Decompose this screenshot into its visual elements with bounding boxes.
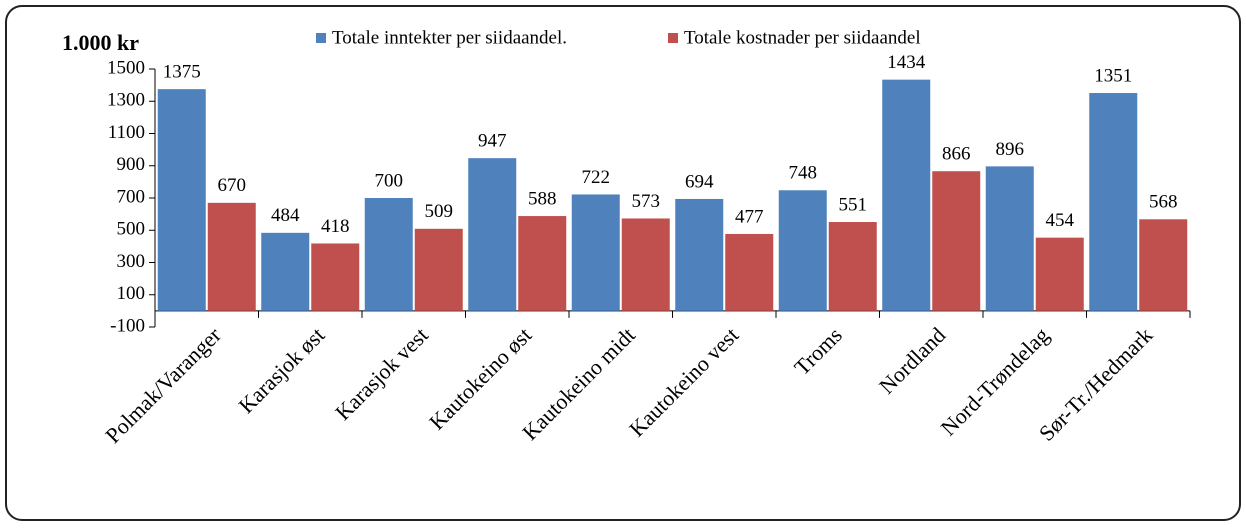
value-label: 454	[1046, 210, 1075, 231]
bar	[675, 198, 724, 311]
y-tick-label: 100	[117, 283, 146, 304]
value-label: 1351	[1094, 65, 1132, 86]
value-label: 694	[685, 171, 714, 192]
y-tick-label: 900	[117, 154, 146, 175]
value-label: 700	[375, 170, 404, 191]
value-label: 568	[1149, 192, 1178, 213]
y-tick-label: 1500	[107, 57, 145, 78]
bar	[725, 233, 774, 311]
bar	[985, 166, 1034, 311]
legend-swatch	[668, 33, 678, 43]
bar	[932, 171, 981, 311]
y-tick-label: -100	[110, 315, 145, 336]
y-tick-label: 300	[117, 251, 146, 272]
bar	[882, 79, 931, 311]
bar	[518, 216, 567, 311]
value-label: 573	[632, 191, 661, 212]
bar	[1035, 237, 1084, 311]
legend-label: Totale inntekter per siidaandel.	[332, 27, 567, 48]
value-label: 1434	[887, 52, 926, 73]
bar	[261, 232, 310, 311]
legend-label: Totale kostnader per siidaandel	[684, 27, 921, 48]
value-label: 722	[582, 167, 611, 188]
value-label: 947	[478, 131, 507, 152]
value-label: 896	[996, 139, 1025, 160]
value-label: 551	[839, 194, 868, 215]
value-label: 1375	[163, 62, 201, 83]
value-label: 748	[789, 163, 818, 184]
bar	[621, 218, 670, 311]
bar	[828, 222, 877, 311]
y-tick-label: 500	[117, 219, 146, 240]
value-label: 477	[735, 206, 764, 227]
y-axis-label: 1.000 kr	[62, 30, 139, 55]
value-label: 509	[425, 201, 454, 222]
bar	[778, 190, 827, 311]
value-label: 588	[528, 188, 557, 209]
bar	[157, 89, 206, 311]
bar	[1139, 219, 1188, 311]
y-tick-label: 1300	[107, 90, 145, 111]
bar	[414, 228, 463, 311]
value-label: 866	[942, 144, 971, 165]
bar	[1089, 93, 1138, 311]
bar	[571, 194, 620, 311]
value-label: 418	[321, 216, 350, 237]
bar	[311, 243, 360, 311]
y-tick-label: 1100	[108, 122, 145, 143]
value-label: 670	[218, 175, 247, 196]
y-tick-label: 700	[117, 186, 146, 207]
value-label: 484	[271, 205, 300, 226]
bar	[364, 198, 413, 311]
bar	[207, 202, 256, 311]
legend-swatch	[316, 33, 326, 43]
bar	[468, 158, 517, 311]
